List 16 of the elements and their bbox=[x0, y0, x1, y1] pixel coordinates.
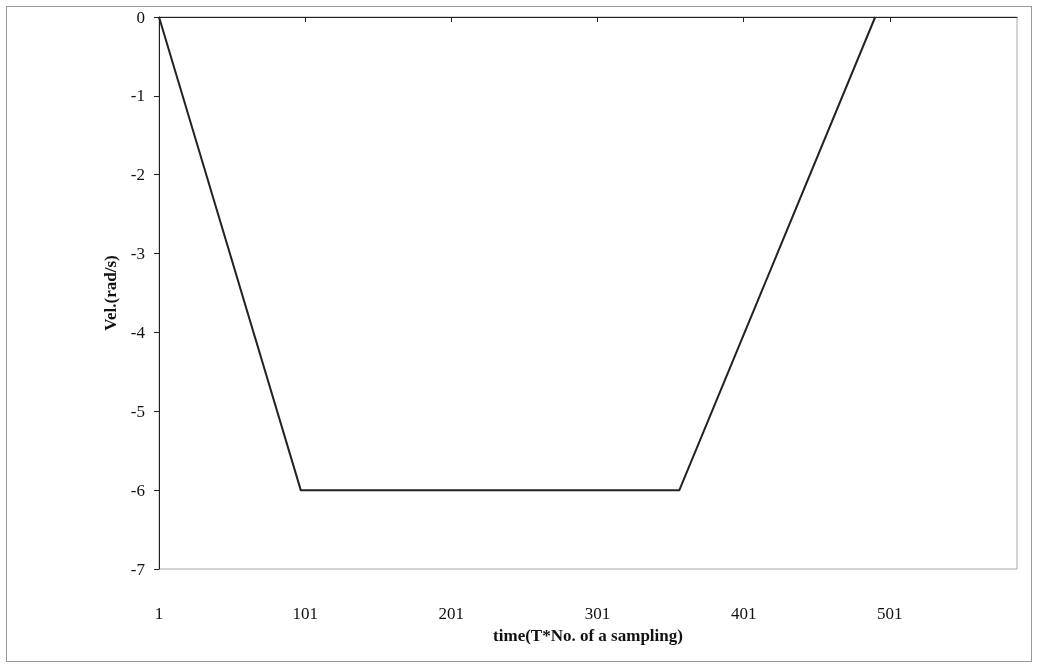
y-tick-label: 0 bbox=[136, 7, 145, 27]
y-tick-label: -6 bbox=[130, 480, 145, 500]
y-tick-label: -3 bbox=[130, 244, 145, 264]
x-tick-label: 201 bbox=[438, 604, 465, 623]
x-tick-label: 101 bbox=[292, 604, 318, 623]
y-axis-title: Vel.(rad/s) bbox=[101, 255, 120, 331]
x-tick-label: 1 bbox=[154, 604, 164, 623]
y-tick-label: -4 bbox=[130, 322, 146, 342]
x-tick-label: 401 bbox=[730, 604, 757, 623]
y-tick-label: -1 bbox=[130, 86, 145, 106]
x-axis-title: time(T*No. of a sampling) bbox=[493, 625, 683, 645]
x-tick-label: 501 bbox=[877, 604, 903, 623]
x-tick-label: 301 bbox=[584, 604, 611, 623]
y-tick-label: -7 bbox=[130, 559, 146, 579]
y-tick-label: -2 bbox=[130, 165, 145, 185]
y-tick-label: -5 bbox=[130, 401, 145, 421]
